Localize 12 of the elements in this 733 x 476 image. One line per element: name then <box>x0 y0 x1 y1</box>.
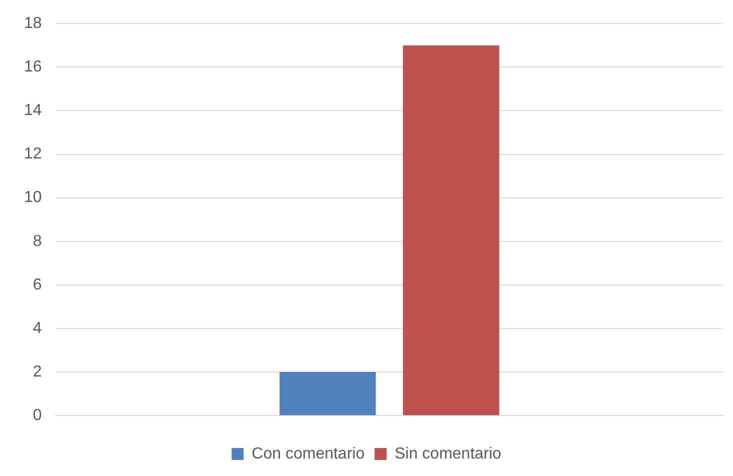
legend-label: Con comentario <box>252 445 365 462</box>
y-tick-label: 4 <box>32 320 42 337</box>
y-tick-label: 0 <box>32 407 42 424</box>
y-tick-label: 14 <box>24 102 42 120</box>
y-tick-label: 2 <box>32 363 42 380</box>
y-tick-label: 8 <box>32 232 42 250</box>
y-tick-label: 18 <box>24 15 42 32</box>
y-tick-label: 16 <box>24 58 42 76</box>
y-tick-label: 6 <box>32 276 42 294</box>
y-tick-label: 10 <box>24 189 42 206</box>
y-tick-label: 12 <box>24 146 42 163</box>
legend-label: Sin comentario <box>394 445 502 462</box>
